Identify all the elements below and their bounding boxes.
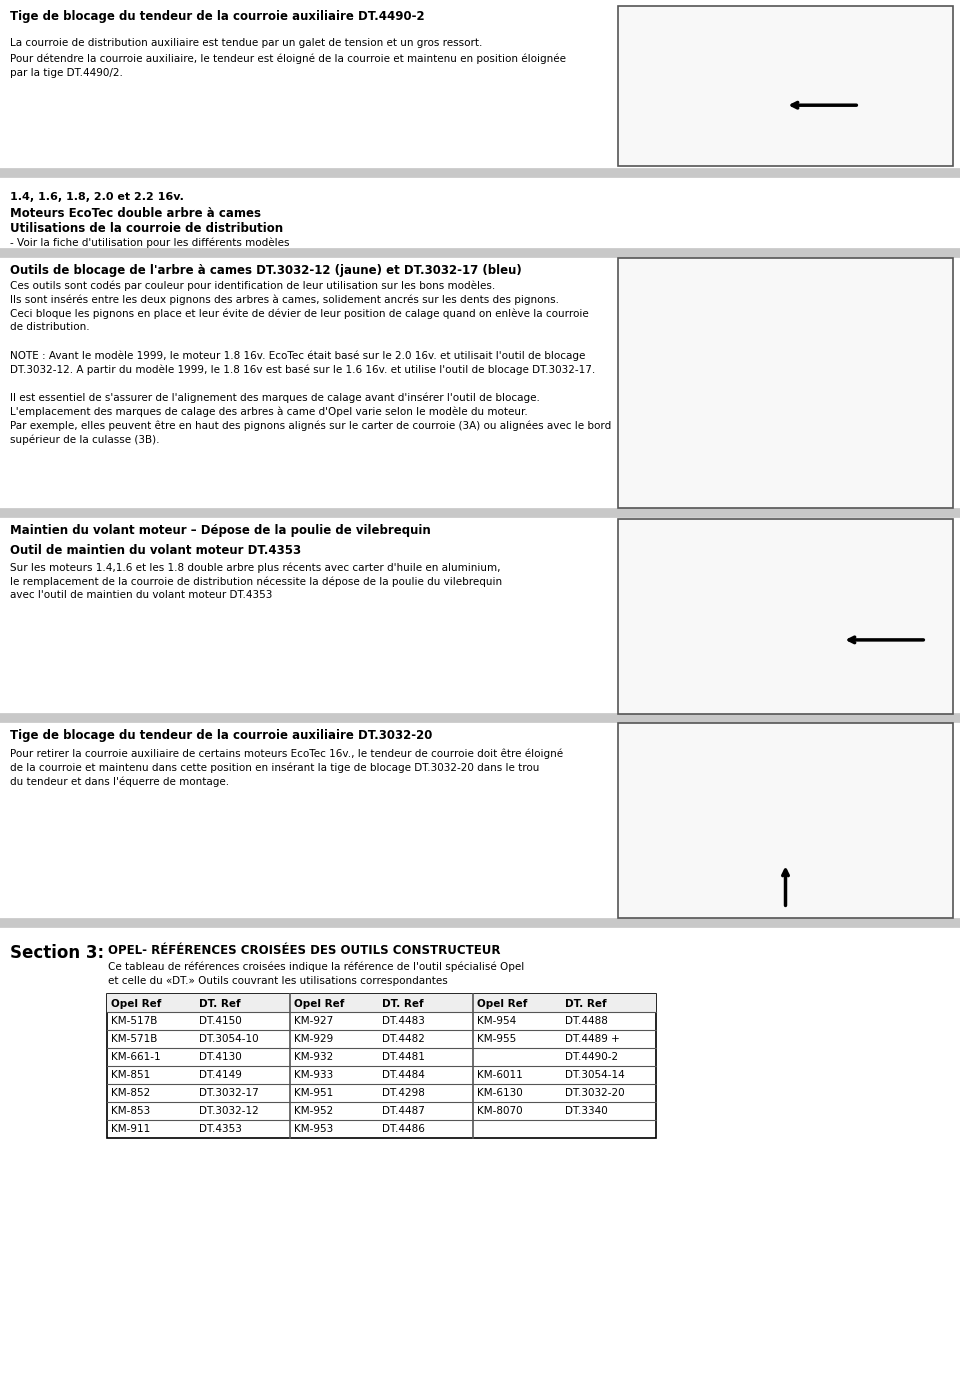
Text: DT.3032-12. A partir du modèle 1999, le 1.8 16v est basé sur le 1.6 16v. et util: DT.3032-12. A partir du modèle 1999, le … [10,364,595,374]
Text: Opel Ref: Opel Ref [477,1000,527,1009]
Text: KM-911: KM-911 [111,1123,151,1134]
Text: avec l'outil de maintien du volant moteur DT.4353: avec l'outil de maintien du volant moteu… [10,590,273,600]
Text: Outil de maintien du volant moteur DT.4353: Outil de maintien du volant moteur DT.43… [10,544,301,557]
Text: DT.3340: DT.3340 [565,1106,608,1116]
Bar [618,723,953,918]
Text: OPEL- RÉFÉRENCES CROISÉES DES OUTILS CONSTRUCTEUR: OPEL- RÉFÉRENCES CROISÉES DES OUTILS CON… [108,945,500,957]
Text: KM-932: KM-932 [294,1052,333,1062]
Text: DT.4149: DT.4149 [199,1070,242,1079]
Text: et celle du «DT.» Outils couvrant les utilisations correspondantes: et celle du «DT.» Outils couvrant les ut… [108,976,447,986]
Text: Tige de blocage du tendeur de la courroie auxiliaire DT.4490-2: Tige de blocage du tendeur de la courroi… [10,10,424,23]
Text: DT.3054-14: DT.3054-14 [565,1070,625,1079]
Bar [618,518,953,714]
Text: du tendeur et dans l'équerre de montage.: du tendeur et dans l'équerre de montage. [10,775,229,786]
Text: Opel Ref: Opel Ref [111,1000,161,1009]
Text: Pour détendre la courroie auxiliaire, le tendeur est éloigné de la courroie et m: Pour détendre la courroie auxiliaire, le… [10,54,566,63]
Text: Sur les moteurs 1.4,1.6 et les 1.8 double arbre plus récents avec carter d'huile: Sur les moteurs 1.4,1.6 et les 1.8 doubl… [10,562,500,572]
Text: Ce tableau de références croisées indique la référence de l'outil spécialisé Ope: Ce tableau de références croisées indiqu… [108,962,524,972]
Text: KM-8070: KM-8070 [477,1106,522,1116]
Text: DT.4484: DT.4484 [382,1070,425,1079]
Text: Opel Ref: Opel Ref [294,1000,345,1009]
Text: La courroie de distribution auxiliaire est tendue par un galet de tension et un : La courroie de distribution auxiliaire e… [10,38,482,48]
Text: Ces outils sont codés par couleur pour identification de leur utilisation sur le: Ces outils sont codés par couleur pour i… [10,280,495,290]
Text: DT.3054-10: DT.3054-10 [199,1034,258,1044]
Text: Tige de blocage du tendeur de la courroie auxiliaire DT.3032-20: Tige de blocage du tendeur de la courroi… [10,729,432,742]
Text: Utilisations de la courroie de distribution: Utilisations de la courroie de distribut… [10,221,283,235]
Text: NOTE : Avant le modèle 1999, le moteur 1.8 16v. EcoTec était basé sur le 2.0 16v: NOTE : Avant le modèle 1999, le moteur 1… [10,351,586,360]
Text: par la tige DT.4490/2.: par la tige DT.4490/2. [10,67,123,78]
Text: DT.4298: DT.4298 [382,1088,425,1099]
Text: L'emplacement des marques de calage des arbres à came d'Opel varie selon le modè: L'emplacement des marques de calage des … [10,406,528,417]
Text: DT. Ref: DT. Ref [565,1000,607,1009]
Bar [107,994,656,1138]
Text: KM-6011: KM-6011 [477,1070,523,1079]
Bar [618,6,953,166]
Text: DT.4481: DT.4481 [382,1052,425,1062]
Text: DT.4483: DT.4483 [382,1016,425,1026]
Text: KM-929: KM-929 [294,1034,333,1044]
Text: le remplacement de la courroie de distribution nécessite la dépose de la poulie : le remplacement de la courroie de distri… [10,576,502,587]
Text: Pour retirer la courroie auxiliaire de certains moteurs EcoTec 16v., le tendeur : Pour retirer la courroie auxiliaire de c… [10,748,564,759]
Text: Section 3:: Section 3: [10,945,104,962]
Text: KM-6130: KM-6130 [477,1088,523,1099]
Text: KM-852: KM-852 [111,1088,151,1099]
Text: Ils sont insérés entre les deux pignons des arbres à cames, solidement ancrés su: Ils sont insérés entre les deux pignons … [10,294,559,304]
Text: - Voir la fiche d'utilisation pour les différents modèles: - Voir la fiche d'utilisation pour les d… [10,236,290,247]
Text: DT.4490-2: DT.4490-2 [565,1052,618,1062]
Text: 1.4, 1.6, 1.8, 2.0 et 2.2 16v.: 1.4, 1.6, 1.8, 2.0 et 2.2 16v. [10,193,184,202]
Text: DT.4488: DT.4488 [565,1016,608,1026]
Text: KM-953: KM-953 [294,1123,333,1134]
Text: Ceci bloque les pignons en place et leur évite de dévier de leur position de cal: Ceci bloque les pignons en place et leur… [10,308,588,319]
Text: DT.4482: DT.4482 [382,1034,425,1044]
Text: KM-661-1: KM-661-1 [111,1052,160,1062]
Bar [107,994,656,1012]
Text: de la courroie et maintenu dans cette position en insérant la tige de blocage DT: de la courroie et maintenu dans cette po… [10,762,540,773]
Text: KM-571B: KM-571B [111,1034,157,1044]
Text: DT.3032-17: DT.3032-17 [199,1088,259,1099]
Text: DT.3032-20: DT.3032-20 [565,1088,625,1099]
Text: DT.4150: DT.4150 [199,1016,242,1026]
Text: Outils de blocage de l'arbre à cames DT.3032-12 (jaune) et DT.3032-17 (bleu): Outils de blocage de l'arbre à cames DT.… [10,264,521,276]
Text: Par exemple, elles peuvent être en haut des pignons alignés sur le carter de cou: Par exemple, elles peuvent être en haut … [10,419,612,430]
Text: DT.4486: DT.4486 [382,1123,425,1134]
Text: KM-955: KM-955 [477,1034,516,1044]
Text: DT.4130: DT.4130 [199,1052,242,1062]
Text: Maintien du volant moteur – Dépose de la poulie de vilebrequin: Maintien du volant moteur – Dépose de la… [10,524,431,538]
Text: KM-933: KM-933 [294,1070,333,1079]
Text: DT.3032-12: DT.3032-12 [199,1106,259,1116]
Text: KM-954: KM-954 [477,1016,516,1026]
Text: KM-927: KM-927 [294,1016,333,1026]
Text: Moteurs EcoTec double arbre à cames: Moteurs EcoTec double arbre à cames [10,208,261,220]
Text: DT.4489 +: DT.4489 + [565,1034,620,1044]
Text: KM-517B: KM-517B [111,1016,157,1026]
Text: DT.4487: DT.4487 [382,1106,425,1116]
Text: DT.4353: DT.4353 [199,1123,242,1134]
Text: supérieur de la culasse (3B).: supérieur de la culasse (3B). [10,434,159,444]
Text: KM-851: KM-851 [111,1070,151,1079]
Text: de distribution.: de distribution. [10,322,89,331]
Text: KM-853: KM-853 [111,1106,151,1116]
Bar [618,258,953,507]
Text: DT. Ref: DT. Ref [199,1000,241,1009]
Text: KM-952: KM-952 [294,1106,333,1116]
Text: Il est essentiel de s'assurer de l'alignement des marques de calage avant d'insé: Il est essentiel de s'assurer de l'align… [10,392,540,403]
Text: KM-951: KM-951 [294,1088,333,1099]
Text: DT. Ref: DT. Ref [382,1000,423,1009]
